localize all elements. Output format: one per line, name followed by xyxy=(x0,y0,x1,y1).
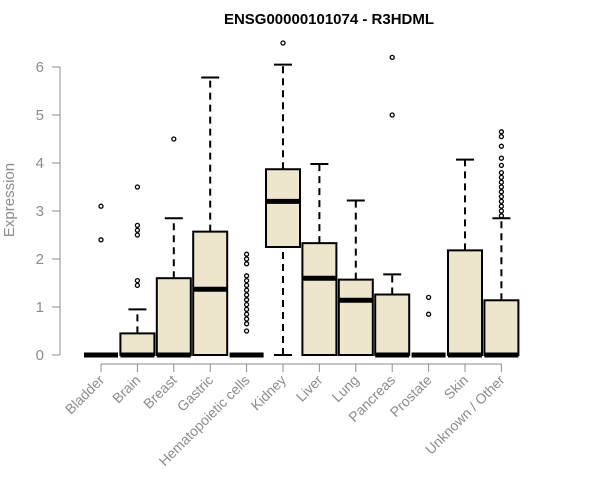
outlier-point xyxy=(498,162,505,169)
outlier-point xyxy=(243,273,250,279)
box-group xyxy=(155,136,192,358)
box-iqr xyxy=(192,230,229,356)
outlier-point xyxy=(389,112,395,118)
y-tick-label: 6 xyxy=(36,59,44,76)
x-tick-label: Bladder xyxy=(62,372,108,418)
x-tick-label: Breast xyxy=(140,372,180,412)
outlier-point xyxy=(243,297,250,303)
outlier-point xyxy=(243,261,250,267)
outlier-point xyxy=(243,277,250,284)
outlier-point xyxy=(498,143,505,149)
outlier-point xyxy=(498,198,505,205)
outlier-point xyxy=(243,292,250,298)
box-group xyxy=(229,251,264,358)
outlier-point xyxy=(134,184,141,190)
y-tick-label: 4 xyxy=(36,155,44,172)
box-iqr xyxy=(337,278,374,357)
x-tick-label: Liver xyxy=(293,372,326,405)
y-tick-label: 2 xyxy=(36,251,44,268)
box-group xyxy=(447,158,483,358)
outlier-point xyxy=(134,277,141,284)
y-tick-label: 5 xyxy=(36,107,44,124)
box-group xyxy=(84,203,118,358)
outlier-point xyxy=(134,232,141,238)
outlier-point xyxy=(498,169,505,176)
outlier-point xyxy=(98,203,104,209)
outlier-point xyxy=(498,213,505,219)
outlier-point xyxy=(498,179,505,185)
chart-title: ENSG00000101074 - R3HDML xyxy=(224,11,434,28)
outlier-point xyxy=(243,311,250,317)
outlier-point xyxy=(134,282,141,289)
outlier-point xyxy=(498,208,505,214)
outlier-point xyxy=(134,227,141,233)
outlier-point xyxy=(498,133,505,140)
box-iqr xyxy=(301,242,338,356)
box-group xyxy=(301,162,338,356)
outlier-point xyxy=(171,136,177,142)
outlier-point xyxy=(243,251,250,257)
y-axis: 0 1 2 3 4 5 6 xyxy=(36,59,61,364)
x-tick-label: Skin xyxy=(441,372,472,403)
box-group xyxy=(119,184,156,358)
box-plots xyxy=(84,40,520,358)
outlier-point xyxy=(498,193,505,200)
y-tick-label: 0 xyxy=(36,347,44,364)
outlier-point xyxy=(425,294,432,301)
outlier-point xyxy=(134,222,141,229)
outlier-point xyxy=(498,184,505,190)
outlier-point xyxy=(243,306,250,313)
outlier-point xyxy=(498,203,505,209)
outlier-point xyxy=(498,155,505,161)
outlier-point xyxy=(243,256,250,262)
box-group xyxy=(337,199,374,357)
outlier-point xyxy=(389,54,395,61)
box-iqr xyxy=(483,299,520,356)
y-tick-label: 1 xyxy=(36,299,44,316)
box-group xyxy=(265,40,301,356)
box-group xyxy=(192,76,229,356)
outlier-point xyxy=(425,311,432,317)
box-iqr xyxy=(155,277,192,357)
outlier-point xyxy=(243,328,250,334)
outlier-point xyxy=(243,321,250,327)
x-tick-label: Brain xyxy=(109,372,143,406)
box-iqr xyxy=(374,293,411,356)
outlier-point xyxy=(280,40,286,46)
x-tick-label: Kidney xyxy=(248,372,290,414)
outlier-point xyxy=(498,174,505,181)
outlier-point xyxy=(498,189,505,195)
outlier-point xyxy=(498,129,505,135)
y-axis-label: Expression xyxy=(1,163,18,237)
y-tick-label: 3 xyxy=(36,203,44,220)
box-group xyxy=(411,294,446,358)
box-group xyxy=(374,54,411,358)
outlier-point xyxy=(243,287,250,293)
outlier-point xyxy=(243,316,250,322)
x-tick-label: Lung xyxy=(329,372,362,405)
outlier-point xyxy=(243,282,250,289)
box-group xyxy=(483,129,520,358)
box-iqr xyxy=(265,168,301,249)
box-iqr xyxy=(119,332,156,356)
outlier-point xyxy=(98,237,104,243)
outlier-point xyxy=(243,301,250,308)
box-iqr xyxy=(447,249,483,356)
